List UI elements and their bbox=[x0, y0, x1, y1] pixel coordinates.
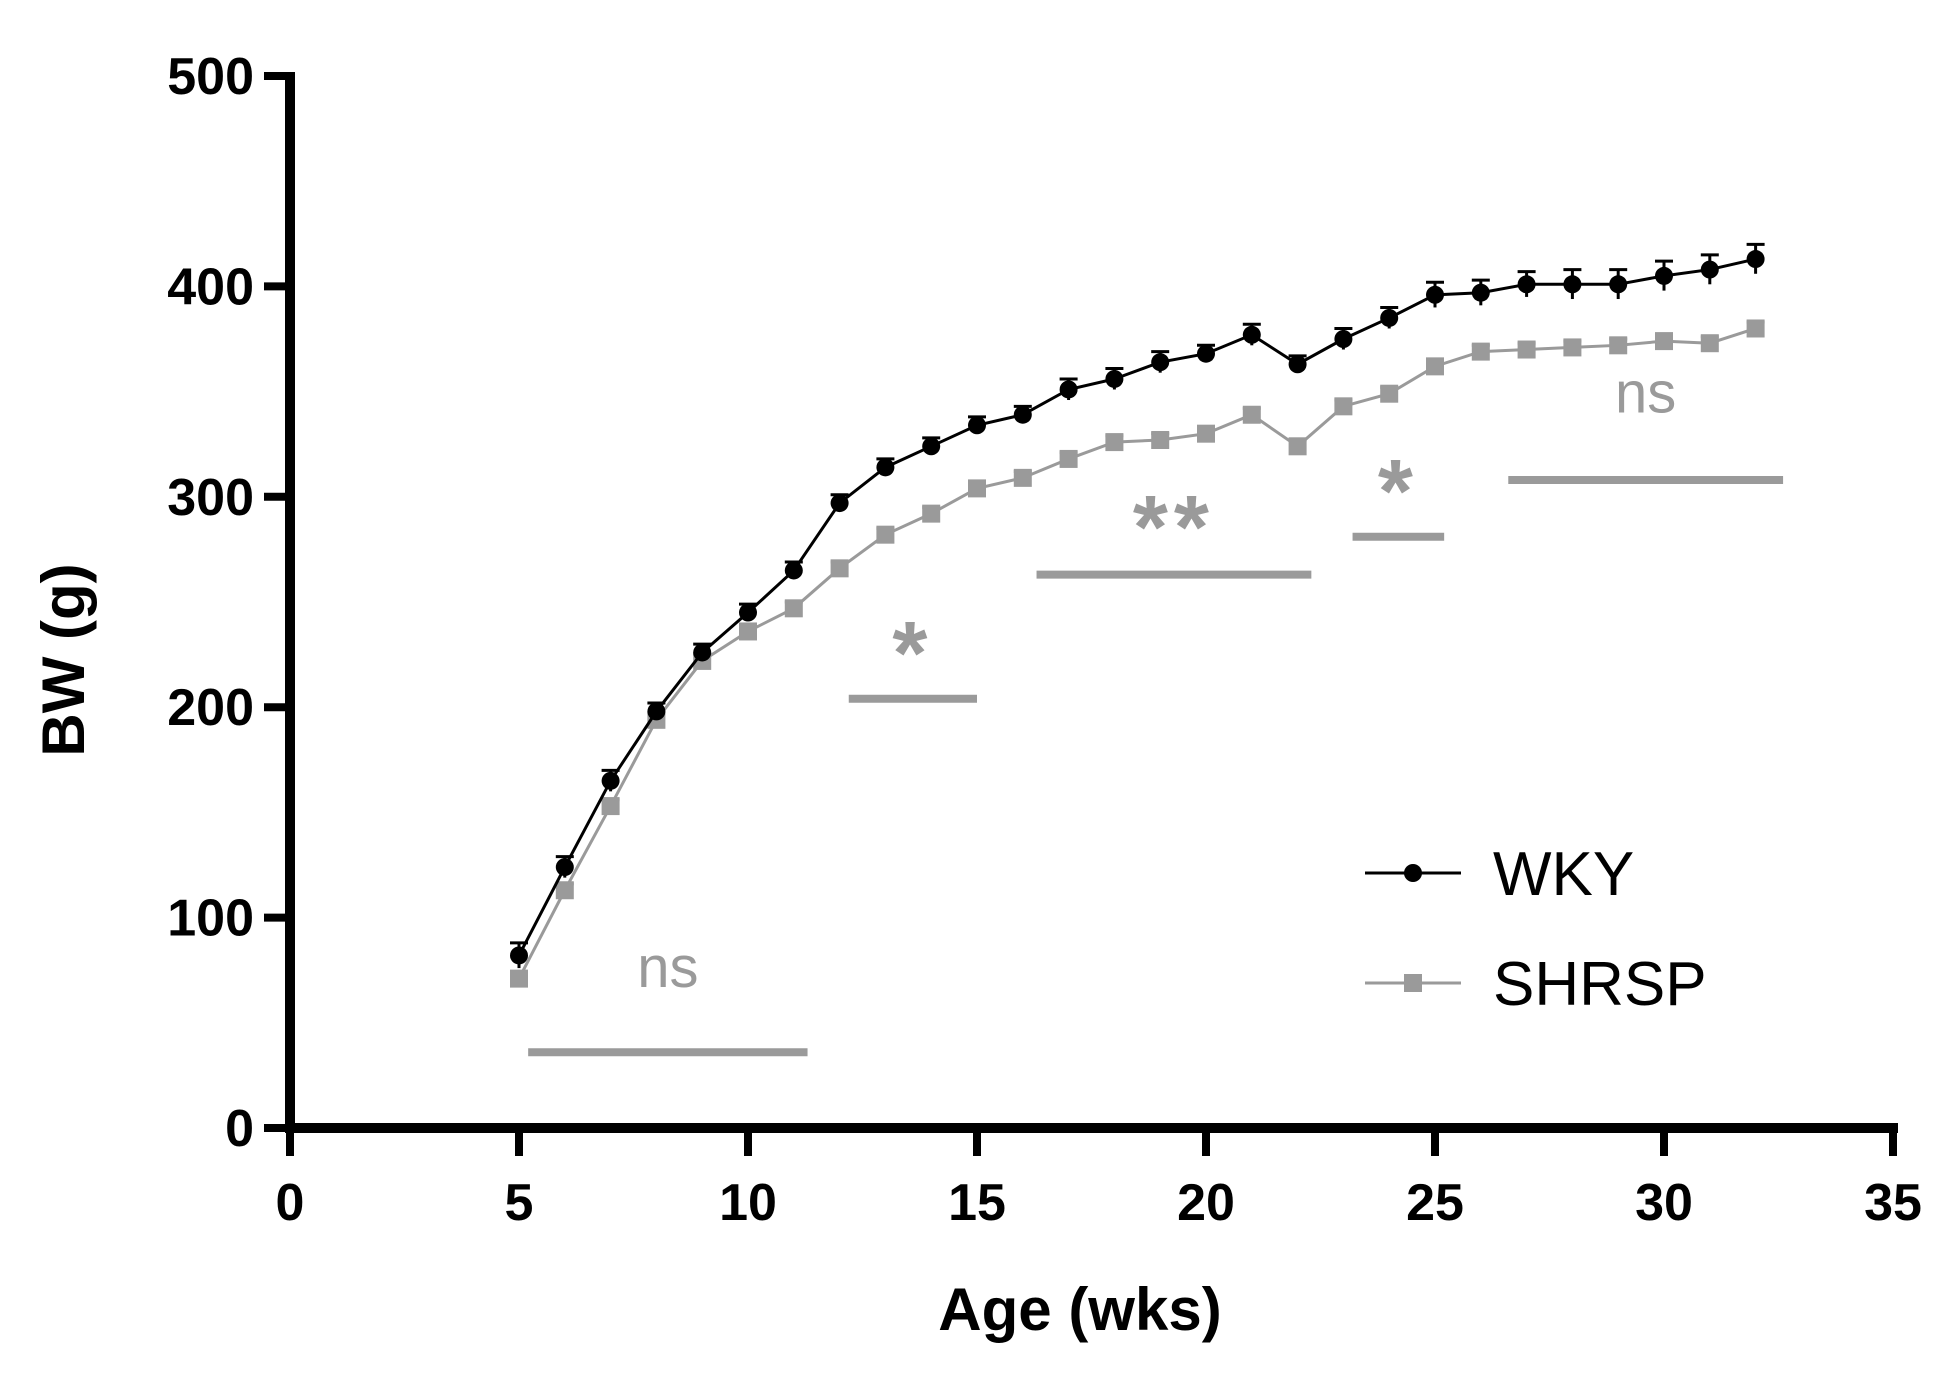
data-point bbox=[1105, 369, 1124, 388]
y-tick-label: 400 bbox=[167, 258, 254, 316]
data-point bbox=[1288, 437, 1307, 456]
data-point bbox=[784, 561, 803, 580]
data-point bbox=[510, 969, 528, 988]
x-tick-label: 15 bbox=[948, 1174, 1006, 1232]
y-tick-label: 100 bbox=[167, 890, 254, 948]
data-point bbox=[693, 643, 712, 662]
y-tick-label: 500 bbox=[167, 48, 254, 106]
data-point bbox=[1700, 334, 1719, 353]
x-tick-label: 25 bbox=[1406, 1174, 1464, 1232]
data-point bbox=[922, 504, 941, 523]
y-tick-label: 200 bbox=[167, 679, 254, 737]
data-point bbox=[1334, 397, 1353, 416]
legend-label: SHRSP bbox=[1493, 950, 1707, 1019]
data-point bbox=[1197, 424, 1215, 443]
data-point bbox=[1380, 384, 1399, 403]
data-point bbox=[830, 559, 849, 578]
significance-label: * bbox=[1378, 442, 1419, 542]
axes: 0 100 200 300 400 500 0 5 10 15 20 25 30 35 bbox=[167, 48, 1922, 1232]
data-point bbox=[1655, 266, 1673, 285]
y-tick-label: 300 bbox=[167, 469, 254, 527]
x-tick-label: 30 bbox=[1635, 1174, 1693, 1232]
series-line bbox=[517, 327, 1757, 980]
data-point bbox=[1288, 355, 1307, 374]
series-wky bbox=[510, 242, 1765, 969]
legend-item-shrsp: SHRSP bbox=[1365, 950, 1707, 1019]
data-point bbox=[1471, 283, 1490, 302]
significance-label: * bbox=[892, 604, 933, 704]
data-point bbox=[1380, 308, 1399, 327]
data-point bbox=[1471, 342, 1490, 361]
data-point bbox=[1609, 336, 1628, 355]
data-point bbox=[1426, 357, 1444, 376]
significance-label: ns bbox=[637, 935, 698, 1000]
data-point bbox=[784, 599, 803, 618]
data-point bbox=[601, 771, 620, 790]
data-point bbox=[555, 881, 574, 900]
data-point bbox=[1059, 449, 1078, 468]
data-point bbox=[1609, 275, 1628, 294]
x-axis-title: Age (wks) bbox=[938, 1276, 1221, 1343]
data-point bbox=[1151, 353, 1170, 372]
data-point bbox=[1746, 250, 1765, 269]
data-point bbox=[968, 416, 986, 435]
data-point bbox=[1655, 332, 1673, 351]
data-point bbox=[555, 858, 574, 877]
data-point bbox=[1151, 430, 1170, 449]
x-tick-label: 0 bbox=[276, 1174, 305, 1232]
data-point bbox=[1700, 260, 1719, 279]
data-point bbox=[1563, 338, 1582, 357]
legend-label: WKY bbox=[1493, 840, 1634, 909]
data-point bbox=[1242, 325, 1261, 344]
data-point bbox=[1426, 285, 1444, 304]
data-point bbox=[830, 494, 849, 513]
series-line bbox=[517, 257, 1756, 957]
data-point bbox=[1197, 344, 1215, 363]
data-point bbox=[1242, 405, 1261, 424]
data-point bbox=[876, 458, 895, 477]
legend-marker bbox=[1404, 974, 1422, 992]
data-point bbox=[876, 525, 895, 544]
data-point bbox=[1334, 330, 1353, 348]
x-tick-label: 20 bbox=[1177, 1174, 1235, 1232]
data-point bbox=[739, 603, 757, 622]
significance-annotations: ns*** *ns bbox=[528, 361, 1784, 1057]
data-point bbox=[739, 622, 757, 641]
data-point bbox=[1013, 468, 1032, 487]
data-point bbox=[968, 479, 986, 498]
data-point bbox=[647, 702, 666, 721]
x-tick-label: 10 bbox=[719, 1174, 777, 1232]
data-point bbox=[922, 437, 941, 456]
x-tick-label: 5 bbox=[505, 1174, 534, 1232]
y-axis-title: BW (g) bbox=[30, 563, 97, 756]
data-point bbox=[1105, 433, 1124, 452]
data-point bbox=[1517, 275, 1536, 294]
significance-label: ns bbox=[1615, 361, 1676, 426]
data-point bbox=[601, 797, 620, 816]
data-point bbox=[1059, 380, 1078, 399]
y-tick-label: 0 bbox=[225, 1100, 254, 1158]
data-point bbox=[1013, 405, 1032, 424]
series-layer bbox=[510, 242, 1765, 988]
legend: WKY SHRSP bbox=[1365, 840, 1707, 1019]
data-point bbox=[1746, 319, 1765, 338]
data-point bbox=[1563, 275, 1582, 294]
data-point bbox=[510, 946, 528, 965]
data-point bbox=[1517, 340, 1536, 359]
x-tick-label: 35 bbox=[1864, 1174, 1922, 1232]
legend-marker bbox=[1404, 864, 1422, 882]
significance-label: ** bbox=[1133, 478, 1215, 578]
legend-item-wky: WKY bbox=[1365, 840, 1634, 909]
